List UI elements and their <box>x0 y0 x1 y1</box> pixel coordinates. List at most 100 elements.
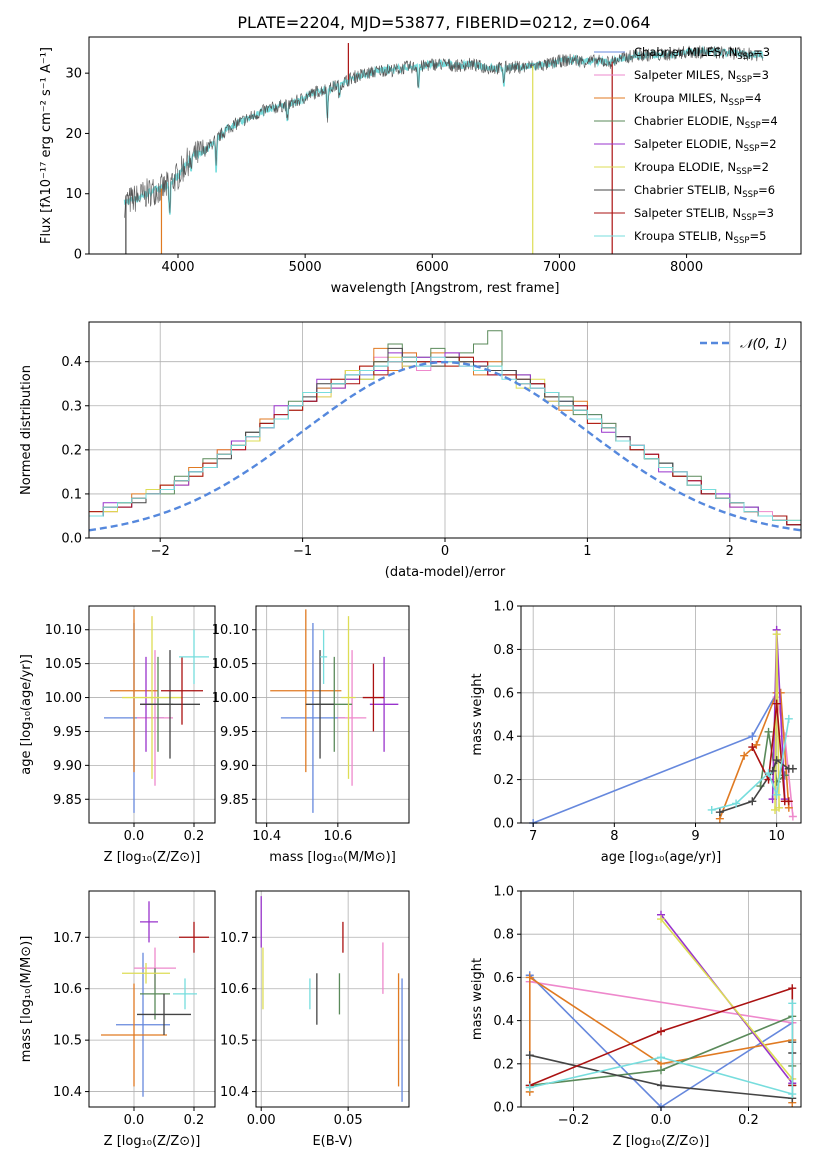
weight-point-marker <box>707 805 716 814</box>
y-tick-label: 0.6 <box>493 971 514 986</box>
y-tick-label: 9.90 <box>220 759 249 774</box>
y-axis-label: Flux [fλ10⁻¹⁷ erg cm⁻² s⁻¹ A⁻¹] <box>39 47 54 244</box>
x-tick-label: 10.4 <box>252 829 281 844</box>
x-tick-label: 7000 <box>543 260 576 275</box>
weight-point-marker <box>657 1081 665 1090</box>
weight-point-marker <box>788 764 797 773</box>
y-tick-label: 10.00 <box>212 691 249 706</box>
legend-label: Chabrier MILES, NSSP=3 <box>634 45 770 62</box>
plot-frame <box>88 890 216 1108</box>
mass-weight-vs-age-panel: 7 8 9 10 0.0 0.2 0.4 0.6 0.8 1.0 age [log₁₀(age/yr… <box>470 600 802 865</box>
legend-label: Salpeter MILES, NSSP=3 <box>634 68 769 85</box>
y-tick-label: 0.8 <box>493 643 514 658</box>
x-tick-label: 10.6 <box>323 829 352 844</box>
x-tick-label: 8 <box>610 829 618 844</box>
plot-frame <box>255 890 410 1108</box>
x-tick-label: 0.00 <box>247 1113 276 1128</box>
weight-point-marker <box>748 732 757 741</box>
weight-point-marker <box>788 999 797 1008</box>
y-tick-label: 10.00 <box>45 691 82 706</box>
y-tick-label: 10.05 <box>45 657 82 672</box>
weight-point-marker <box>788 1090 797 1099</box>
weight-point-marker <box>752 740 761 749</box>
legend-label: 𝒩(0, 1) <box>740 337 787 352</box>
y-tick-label: 10 <box>65 187 82 202</box>
x-tick-label: 4000 <box>161 260 194 275</box>
weight-point-marker <box>764 769 773 778</box>
x-axis-label: Z [log₁₀(Z/Z⊙)] <box>104 850 201 865</box>
y-tick-label: 1.0 <box>493 600 514 615</box>
y-tick-label: 30 <box>65 67 82 82</box>
legend-label: Kroupa STELIB, NSSP=5 <box>634 229 766 246</box>
weight-point-marker <box>525 1051 534 1060</box>
age-vs-metallicity-panel: 0.0 0.2 9.85 9.90 9.95 10.00 10.05 10.10 Z [log₁… <box>19 605 216 865</box>
weight-point-marker <box>657 1053 665 1062</box>
weight-point-marker <box>784 797 793 806</box>
histogram-series <box>89 356 801 526</box>
weight-point-marker <box>732 799 741 808</box>
legend-label: Kroupa MILES, NSSP=4 <box>634 91 761 108</box>
x-tick-label: 0 <box>441 544 449 559</box>
weight-point-marker <box>788 812 797 821</box>
x-tick-label: 0.2 <box>184 1113 205 1128</box>
y-tick-label: 10.7 <box>220 931 249 946</box>
weight-point-marker <box>772 630 781 639</box>
y-tick-label: 10.6 <box>53 982 82 997</box>
weight-point-marker <box>772 699 781 708</box>
x-tick-label: 8000 <box>670 260 703 275</box>
y-tick-label: 10.10 <box>45 623 82 638</box>
weight-point-marker <box>740 751 749 760</box>
weight-point-marker <box>771 805 780 814</box>
weight-series-line <box>759 731 786 787</box>
legend-label: Chabrier STELIB, NSSP=6 <box>634 183 775 200</box>
x-tick-label: 1 <box>583 544 591 559</box>
legend-label: Kroupa ELODIE, NSSP=2 <box>634 160 769 177</box>
y-tick-label: 0.0 <box>61 532 82 547</box>
weight-point-marker <box>772 756 781 765</box>
y-tick-label: 9.95 <box>220 725 249 740</box>
y-tick-label: 0.3 <box>61 399 82 414</box>
y-axis-label: mass weight <box>470 958 485 1040</box>
x-axis-label: age [log₁₀(age/yr)] <box>601 850 722 865</box>
weight-point-marker <box>525 1083 534 1092</box>
x-tick-label: 0.0 <box>651 1113 672 1128</box>
y-tick-label: 9.85 <box>220 793 249 808</box>
residual-histogram-panel: −2 −1 0 1 2 0.0 0.1 0.2 0.3 0.4 (data-model)/error… <box>19 321 802 580</box>
y-tick-label: 10.05 <box>212 657 249 672</box>
legend-label: Chabrier ELODIE, NSSP=4 <box>634 114 778 131</box>
y-tick-label: 0.4 <box>493 730 514 745</box>
y-axis-label: mass [log₁₀(M/M⊙)] <box>19 936 34 1063</box>
x-tick-label: 0.2 <box>738 1113 759 1128</box>
gaussian-reference-line <box>88 360 802 532</box>
histogram-series <box>89 347 801 526</box>
y-tick-label: 10.7 <box>53 931 82 946</box>
plot-frame <box>88 36 802 255</box>
x-axis-label: mass [log₁₀(M/M⊙)] <box>269 850 396 865</box>
x-axis-label: Z [log₁₀(Z/Z⊙)] <box>104 1134 201 1149</box>
y-tick-label: 10.5 <box>220 1034 249 1049</box>
x-tick-label: 0.0 <box>124 829 145 844</box>
plot-frame <box>88 605 216 824</box>
weight-point-marker <box>772 790 781 799</box>
x-tick-label: 0.2 <box>184 829 205 844</box>
weight-series-line <box>660 918 793 1080</box>
y-tick-label: 10.4 <box>220 1085 249 1100</box>
weight-point-marker <box>657 915 665 924</box>
x-tick-label: 10 <box>768 829 785 844</box>
spectrum-panel: 4000 5000 6000 7000 8000 0 10 20 30 wavelength [A… <box>39 36 802 296</box>
x-tick-label: −2 <box>151 544 170 559</box>
weight-point-marker <box>775 803 784 812</box>
x-tick-label: 0.0 <box>124 1113 145 1128</box>
x-tick-label: 5000 <box>289 260 322 275</box>
y-tick-label: 9.95 <box>53 725 82 740</box>
weight-series-line <box>532 692 778 824</box>
x-tick-label: −1 <box>293 544 312 559</box>
y-tick-label: 10.10 <box>212 623 249 638</box>
histogram-series <box>89 356 801 526</box>
y-tick-label: 0.0 <box>493 1101 514 1116</box>
y-tick-label: 9.85 <box>53 793 82 808</box>
age-vs-mass-panel: 10.4 10.6 9.85 9.90 9.95 10.00 10.05 10.10 mass … <box>212 605 410 865</box>
weight-point-marker <box>657 1027 665 1036</box>
weight-point-marker <box>788 984 797 993</box>
weight-point-marker <box>748 743 757 752</box>
